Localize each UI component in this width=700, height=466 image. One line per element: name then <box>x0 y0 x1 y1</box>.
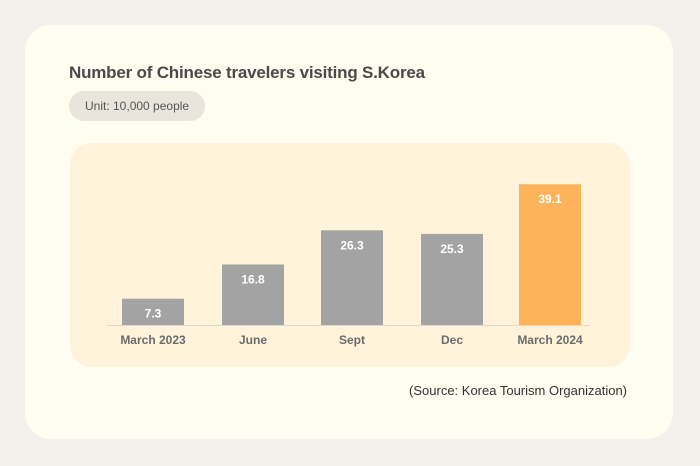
bar-3 <box>421 233 483 325</box>
category-label: June <box>239 333 267 347</box>
bar-0 <box>122 298 184 325</box>
category-label: March 2024 <box>517 333 583 347</box>
bar-value-label: 25.3 <box>440 242 464 256</box>
bar-2 <box>321 230 383 325</box>
source-note: (Source: Korea Tourism Organization) <box>409 383 627 398</box>
category-label: Dec <box>441 333 463 347</box>
bar-4 <box>519 184 581 325</box>
bar-value-label: 39.1 <box>538 192 562 206</box>
category-label: Sept <box>339 333 365 347</box>
unit-badge: Unit: 10,000 people <box>69 91 206 121</box>
bar-value-label: 26.3 <box>340 238 364 252</box>
chart-title: Number of Chinese travelers visiting S.K… <box>69 63 425 82</box>
bar-value-label: 16.8 <box>241 273 265 287</box>
category-label: March 2023 <box>120 333 186 347</box>
bar-1 <box>222 264 284 325</box>
bar-value-label: 7.3 <box>145 307 162 321</box>
